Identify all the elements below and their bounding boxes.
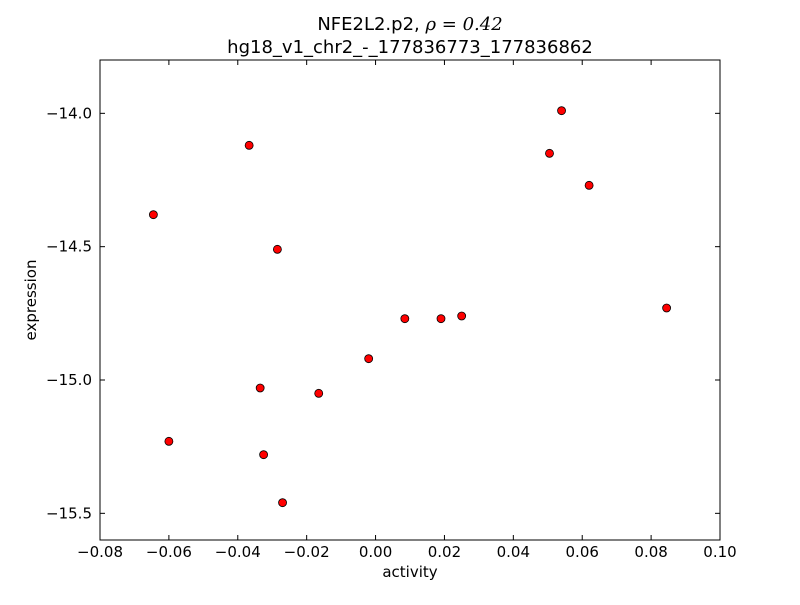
- chart-title-line1: NFE2L2.p2, ρ = 0.42: [317, 14, 502, 35]
- title-rho: ρ = 0.42: [424, 14, 502, 35]
- y-tick-label: −14.0: [46, 104, 92, 122]
- plot-area: [99, 59, 721, 541]
- x-tick-label: 0.02: [428, 543, 461, 561]
- data-point: [259, 450, 269, 460]
- data-point: [244, 140, 254, 150]
- data-point: [148, 210, 158, 220]
- data-points: [148, 106, 672, 508]
- data-point: [557, 106, 566, 116]
- x-tick-label: −0.06: [146, 543, 192, 561]
- data-point: [662, 303, 672, 313]
- data-point: [584, 180, 594, 190]
- y-axis-label: expression: [22, 260, 40, 341]
- data-point: [364, 354, 374, 364]
- plot-frame: [99, 59, 721, 541]
- x-tick-label: 0.00: [359, 543, 392, 561]
- x-axis-label: activity: [382, 563, 437, 581]
- axis-ticks: −0.08 −0.06 −0.04 −0.02 0.00 0.02 0.04 0.06 0.08…: [46, 60, 737, 561]
- y-tick-label: −15.0: [46, 371, 92, 389]
- data-point: [545, 148, 554, 158]
- data-point: [272, 244, 282, 254]
- data-point: [436, 314, 446, 324]
- data-point: [278, 498, 287, 508]
- data-point: [255, 383, 265, 393]
- x-tick-label: −0.08: [77, 543, 123, 561]
- title-prefix: NFE2L2.p2,: [317, 14, 425, 35]
- chart-title-line2: hg18_v1_chr2_-_177836773_177836862: [227, 37, 593, 58]
- data-point: [164, 436, 174, 446]
- x-tick-label: 0.06: [566, 543, 599, 561]
- x-tick-label: −0.02: [284, 543, 330, 561]
- x-tick-label: 0.10: [703, 543, 736, 561]
- data-point: [400, 314, 410, 324]
- y-tick-label: −14.5: [46, 238, 92, 256]
- x-tick-label: 0.08: [634, 543, 667, 561]
- data-point: [457, 311, 467, 321]
- data-point: [314, 388, 324, 398]
- x-tick-label: 0.04: [497, 543, 530, 561]
- y-tick-label: −15.5: [46, 504, 92, 522]
- x-tick-label: −0.04: [215, 543, 261, 561]
